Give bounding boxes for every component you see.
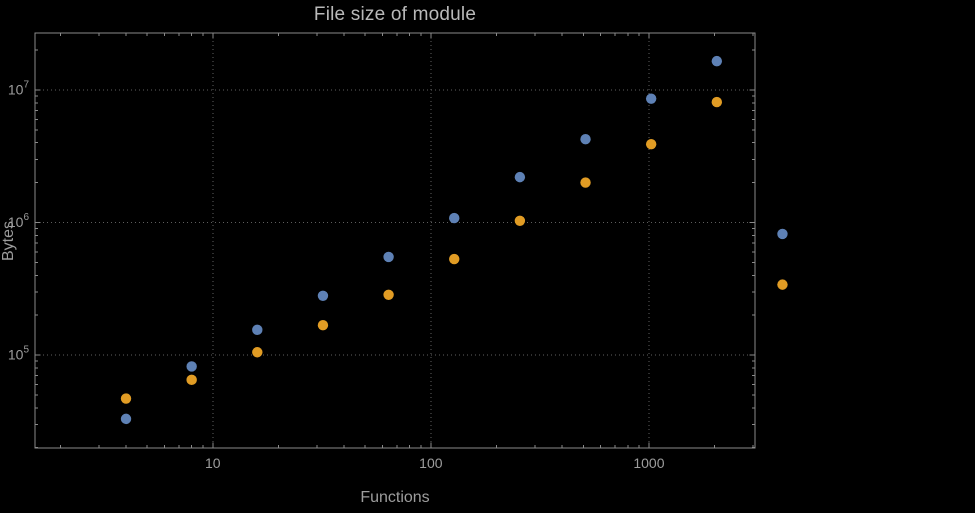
data-point-blue [645,93,657,104]
data-point-blue [120,413,132,425]
data-point-orange [514,215,526,227]
data-point-blue [449,212,460,224]
data-point-orange [317,319,329,331]
y-axis-label: Bytes [0,221,17,262]
x-tick-label: 10 [205,455,221,471]
y-tick-label: 107 [8,79,30,97]
data-point-orange [186,374,197,386]
data-point-blue [711,55,723,67]
data-point-orange [580,177,591,188]
data-point-blue [514,171,526,183]
y-tick-label: 105 [8,345,30,363]
data-point-blue [317,290,329,301]
plot-frame [34,32,756,449]
data-point-orange [777,279,788,290]
x-tick-label: 100 [419,455,443,471]
data-point-blue [186,361,197,372]
data-point-blue [580,134,591,145]
data-point-orange [252,347,263,358]
chart-title: File size of module [313,4,477,25]
data-point-blue [777,228,788,240]
data-point-orange [449,253,460,265]
data-point-orange [383,289,394,300]
data-point-orange [711,96,723,108]
data-point-orange [120,393,132,404]
x-tick-label: 1000 [633,455,664,471]
data-point-blue [383,251,394,263]
y-tick-label: 106 [8,212,30,230]
data-point-orange [645,138,657,150]
x-axis-label: Functions [360,489,430,506]
data-point-blue [252,324,263,336]
